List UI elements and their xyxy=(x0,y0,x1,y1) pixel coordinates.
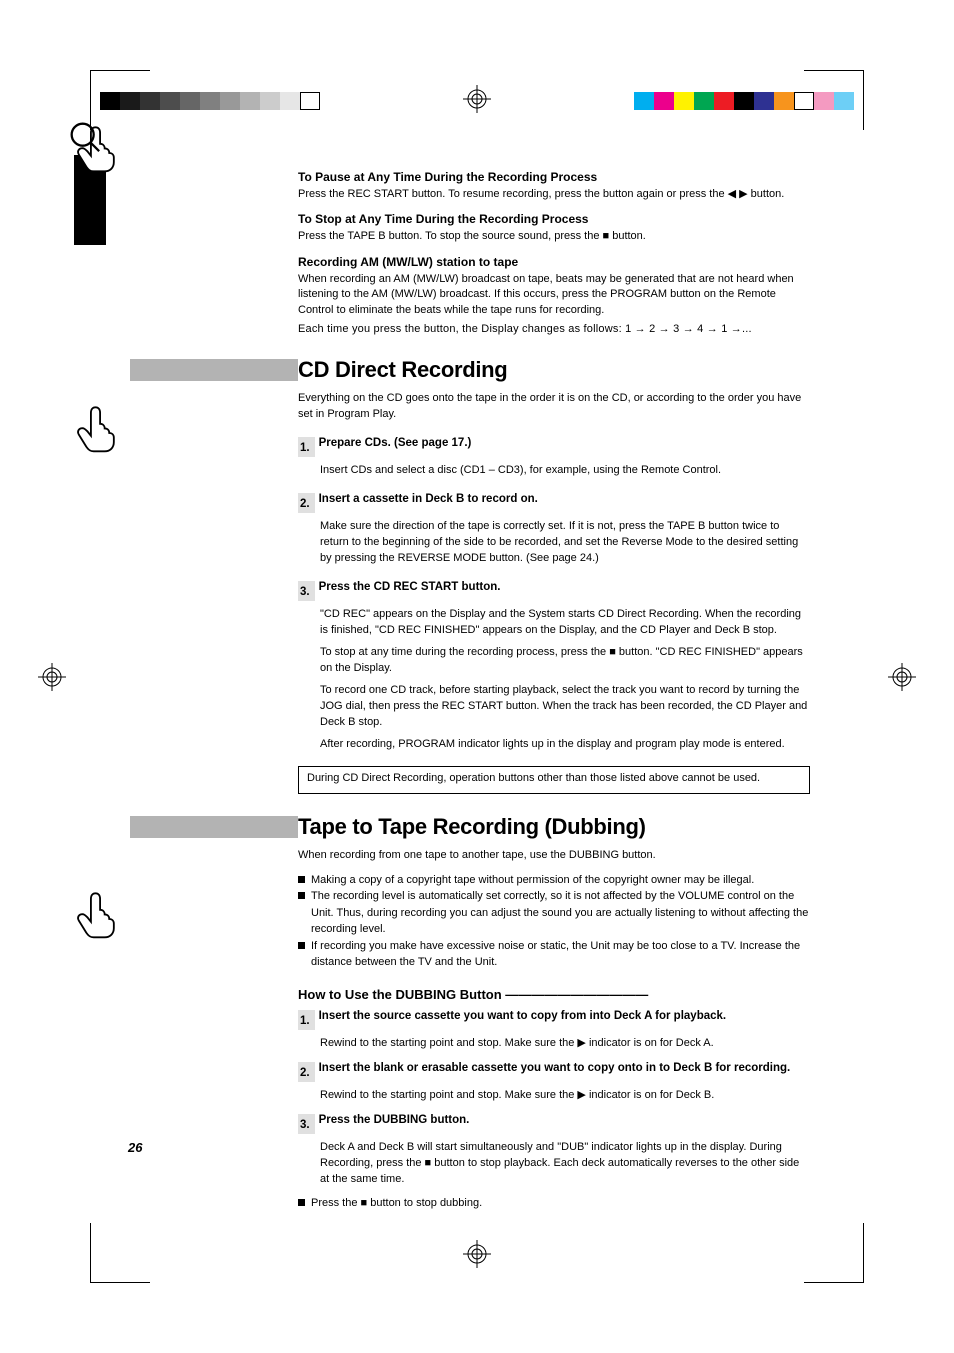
bullet-text: Press the ■ button to stop dubbing. xyxy=(311,1195,482,1212)
crop-mark xyxy=(804,1282,864,1283)
bullet-line: Making a copy of a copyright tape withou… xyxy=(298,872,810,889)
step-row: 3. Press the CD REC START button. xyxy=(298,581,810,601)
swatch xyxy=(140,92,160,110)
swatch xyxy=(734,92,754,110)
swatch xyxy=(120,92,140,110)
swatch xyxy=(240,92,260,110)
crop-mark xyxy=(90,70,150,71)
swatch xyxy=(714,92,734,110)
step-body: Insert CDs and select a disc (CD1 – CD3)… xyxy=(320,463,810,479)
swatch xyxy=(200,92,220,110)
swatch xyxy=(280,92,300,110)
step-row: 2. Insert a cassette in Deck B to record… xyxy=(298,493,810,513)
section-header-row: Tape to Tape Recording (Dubbing) xyxy=(130,816,810,838)
step-title: Insert the blank or erasable cassette yo… xyxy=(319,1062,791,1074)
swatch xyxy=(674,92,694,110)
bullet-text: Making a copy of a copyright tape withou… xyxy=(311,872,754,889)
step-row: 1. Insert the source cassette you want t… xyxy=(298,1010,810,1030)
color-bar xyxy=(634,92,854,110)
step-num: 3. xyxy=(300,1119,310,1131)
step-row: 2. Insert the blank or erasable cassette… xyxy=(298,1062,810,1082)
step-body: To stop at any time during the recording… xyxy=(320,645,810,677)
cd-intro: Everything on the CD goes onto the tape … xyxy=(298,391,810,423)
step-body: Make sure the direction of the tape is c… xyxy=(320,519,810,567)
bullet-text: The recording level is automatically set… xyxy=(311,888,810,938)
registration-mark-icon xyxy=(888,663,916,691)
pointing-hand-icon xyxy=(68,886,123,941)
step-num: 3. xyxy=(300,586,310,598)
am-heading: Recording AM (MW/LW) station to tape xyxy=(298,255,810,269)
crop-mark xyxy=(90,1223,91,1283)
gray-ramp-bar xyxy=(100,92,320,110)
square-bullet-icon xyxy=(298,892,305,899)
step-title: Prepare CDs. (See page 17.) xyxy=(319,437,472,449)
am-body1: When recording an AM (MW/LW) broadcast o… xyxy=(298,272,810,318)
pause-heading: To Pause at Any Time During the Recordin… xyxy=(298,170,810,184)
swatch xyxy=(834,92,854,110)
step-body: Rewind to the starting point and stop. M… xyxy=(320,1036,810,1052)
step-title: Press the CD REC START button. xyxy=(319,581,501,593)
swatch xyxy=(634,92,654,110)
stop-body: Press the TAPE B button. To stop the sou… xyxy=(298,229,810,244)
swatch xyxy=(300,92,320,110)
registration-mark-icon xyxy=(463,85,491,113)
page-number: 26 xyxy=(128,1140,142,1155)
step-num: 2. xyxy=(300,1067,310,1079)
note-box: During CD Direct Recording, operation bu… xyxy=(298,766,810,793)
bullet-text: If recording you make have excessive noi… xyxy=(311,938,810,971)
step-body: After recording, PROGRAM indicator light… xyxy=(320,737,810,753)
section-title: CD Direct Recording xyxy=(298,359,507,381)
step-title: Insert a cassette in Deck B to record on… xyxy=(319,493,538,505)
bullet-line: The recording level is automatically set… xyxy=(298,888,810,938)
crop-mark xyxy=(863,1223,864,1283)
swatch xyxy=(694,92,714,110)
swatch xyxy=(754,92,774,110)
step-row: 1. Prepare CDs. (See page 17.) xyxy=(298,437,810,457)
crop-mark xyxy=(90,1282,150,1283)
section-header-row: CD Direct Recording xyxy=(130,359,810,381)
am-body2: Each time you press the button, the Disp… xyxy=(298,322,810,337)
swatch xyxy=(814,92,834,110)
step-num: 2. xyxy=(300,498,310,510)
step-title: Insert the source cassette you want to c… xyxy=(319,1010,727,1022)
step-num: 1. xyxy=(300,442,310,454)
step-num: 1. xyxy=(300,1015,310,1027)
step-body: "CD REC" appears on the Display and the … xyxy=(320,607,810,639)
step-body: Deck A and Deck B will start simultaneou… xyxy=(320,1140,810,1188)
step-title: Press the DUBBING button. xyxy=(319,1114,470,1126)
swatch xyxy=(774,92,794,110)
bullet-line: If recording you make have excessive noi… xyxy=(298,938,810,971)
swatch xyxy=(260,92,280,110)
swatch xyxy=(654,92,674,110)
square-bullet-icon xyxy=(298,1199,305,1206)
swatch xyxy=(794,92,814,110)
crop-mark xyxy=(863,70,864,130)
pointing-hand-icon xyxy=(68,400,123,455)
swatch xyxy=(160,92,180,110)
pointing-hand-icon xyxy=(68,120,123,175)
step-body: To record one CD track, before starting … xyxy=(320,683,810,731)
square-bullet-icon xyxy=(298,876,305,883)
section-bar xyxy=(130,359,298,381)
step-row: 3. Press the DUBBING button. xyxy=(298,1114,810,1134)
section-title: Tape to Tape Recording (Dubbing) xyxy=(298,816,646,838)
registration-mark-icon xyxy=(463,1240,491,1268)
dub-intro: When recording from one tape to another … xyxy=(298,848,810,864)
square-bullet-icon xyxy=(298,942,305,949)
stop-heading: To Stop at Any Time During the Recording… xyxy=(298,212,810,226)
step-body: Rewind to the starting point and stop. M… xyxy=(320,1088,810,1104)
swatch xyxy=(100,92,120,110)
pause-body: Press the REC START button. To resume re… xyxy=(298,187,810,202)
section-bar xyxy=(130,816,298,838)
crop-mark xyxy=(804,70,864,71)
swatch xyxy=(180,92,200,110)
swatch xyxy=(220,92,240,110)
dubbing-subhead: How to Use the DUBBING Button ——————————… xyxy=(298,987,810,1002)
bullet-line: Press the ■ button to stop dubbing. xyxy=(298,1195,810,1212)
registration-mark-icon xyxy=(38,663,66,691)
